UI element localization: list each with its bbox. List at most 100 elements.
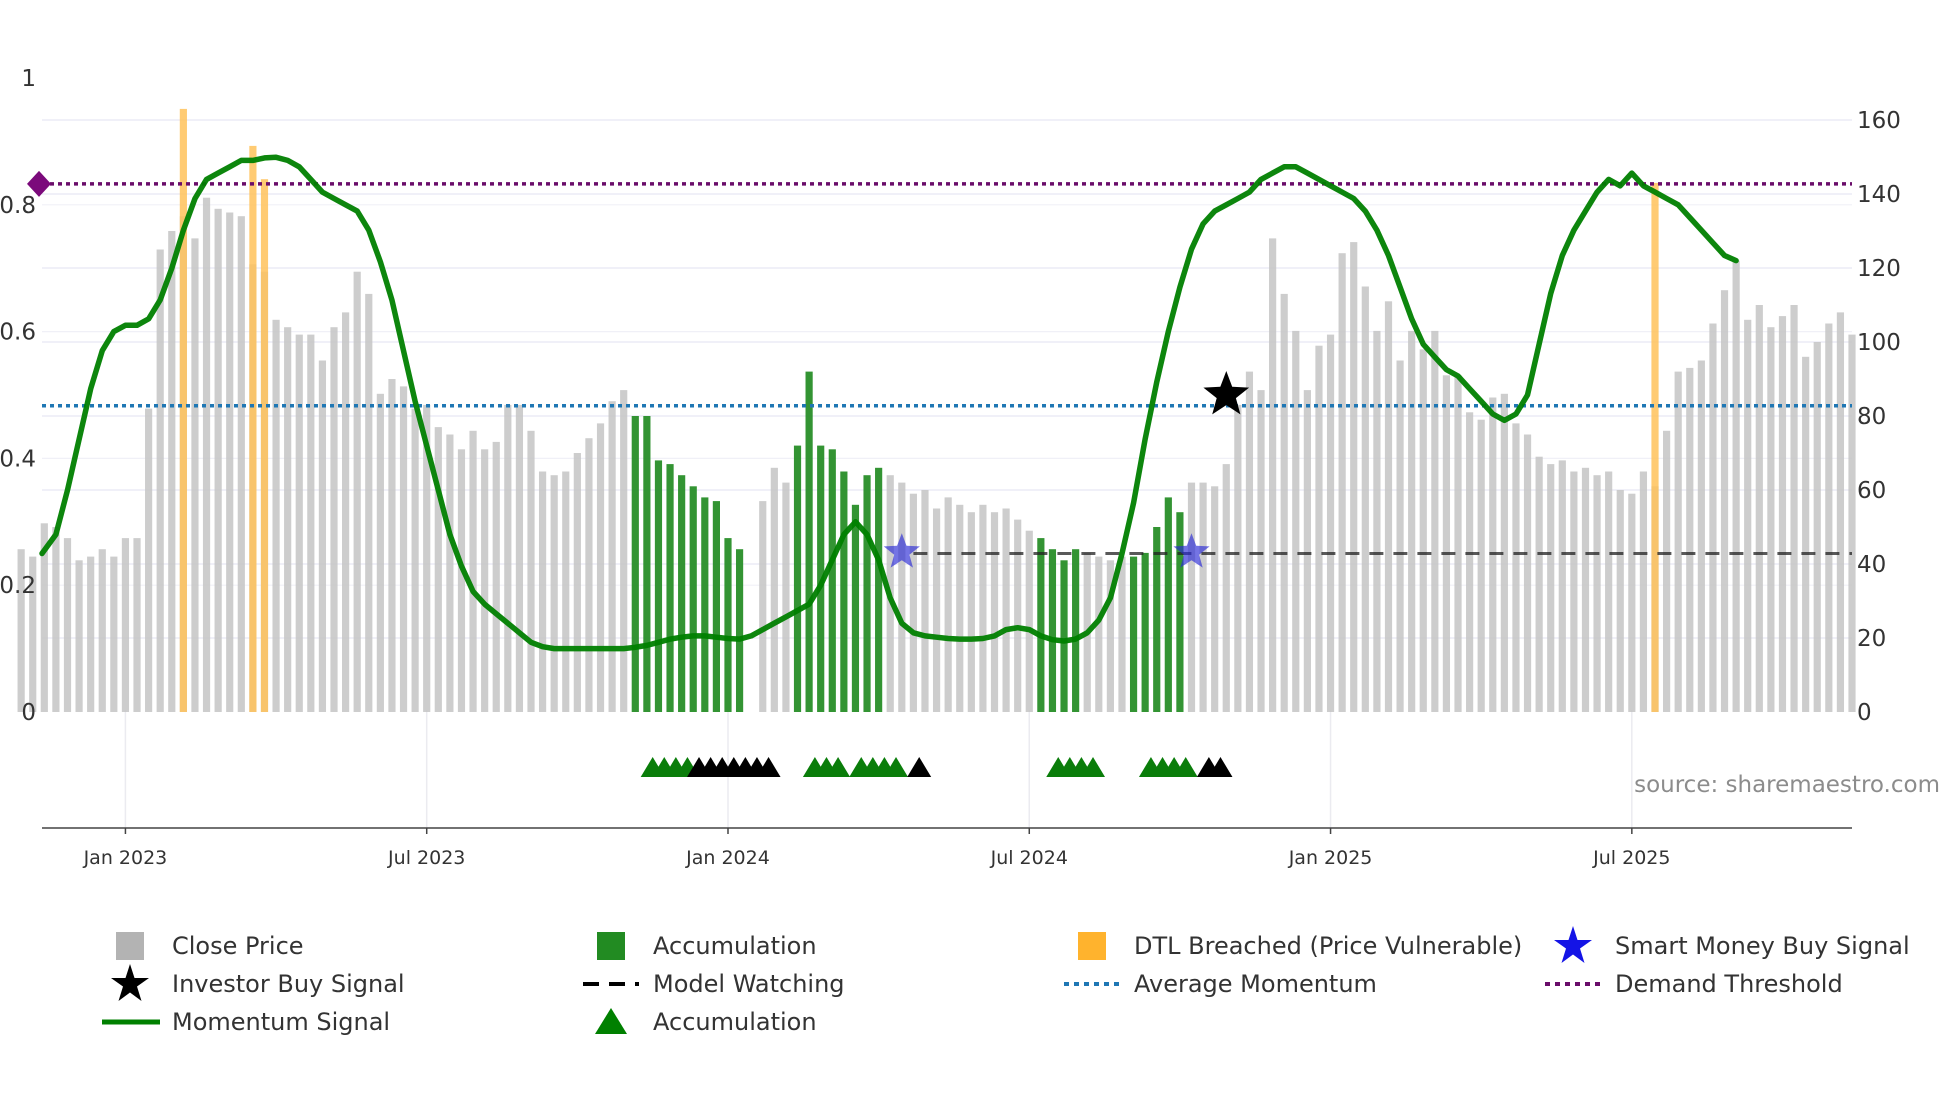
accumulation-bar — [851, 504, 860, 712]
price-bar — [1431, 330, 1439, 712]
accumulation-bar — [828, 449, 836, 712]
price-bars — [17, 108, 1856, 713]
left-tick-label: 0.2 — [0, 573, 36, 599]
x-tick-label: Jul 2025 — [1592, 847, 1670, 869]
accumulation-bar — [735, 549, 744, 712]
price-bar — [272, 319, 280, 712]
price-bar — [318, 360, 327, 712]
price-bar — [967, 512, 975, 712]
price-bar — [1373, 330, 1381, 712]
price-bar — [1558, 460, 1566, 712]
price-bar — [87, 556, 95, 712]
price-bar — [156, 249, 164, 712]
price-bar — [1106, 560, 1114, 712]
price-bar — [1303, 390, 1311, 712]
price-bar — [979, 504, 987, 712]
signal-markers — [640, 371, 1250, 777]
price-bar — [1257, 390, 1265, 712]
price-bar — [1697, 360, 1705, 712]
price-bar — [1315, 345, 1323, 712]
left-tick-label: 0 — [21, 700, 36, 726]
price-bar — [63, 538, 72, 712]
price-bar — [1581, 467, 1590, 712]
accumulation-marker-triangle — [826, 757, 851, 777]
price-bar — [1025, 530, 1033, 712]
price-bar — [1709, 323, 1717, 712]
price-bar — [1014, 519, 1022, 712]
price-bar — [1512, 423, 1520, 712]
price-bar — [1616, 490, 1624, 712]
right-tick-label: 80 — [1857, 404, 1886, 430]
smart-money-buy-star — [1173, 533, 1210, 568]
dtl-breached-bar — [1651, 182, 1659, 712]
price-bar — [1802, 356, 1810, 712]
price-bar — [898, 482, 906, 712]
price-bar — [921, 490, 929, 712]
price-bar — [1790, 305, 1798, 712]
price-bar — [1118, 556, 1126, 712]
accumulation-bar — [678, 475, 686, 712]
price-bar — [573, 453, 581, 712]
left-tick-label: 0.6 — [0, 320, 36, 346]
price-bar — [214, 208, 222, 713]
price-bar — [237, 216, 245, 712]
price-bar — [1836, 312, 1845, 712]
price-bar — [1477, 419, 1485, 712]
price-bar — [1848, 334, 1856, 712]
price-bar — [782, 482, 790, 712]
accumulation-bar — [1072, 549, 1080, 712]
price-bar — [944, 497, 952, 712]
accumulation-bar — [631, 416, 639, 712]
price-bar — [1755, 305, 1763, 712]
price-bar — [1095, 556, 1103, 712]
price-bar — [1500, 393, 1508, 712]
price-bar — [1442, 375, 1451, 712]
accumulation-bar — [643, 416, 651, 712]
price-bar — [353, 271, 361, 712]
price-bar — [434, 427, 442, 712]
price-bar — [1523, 434, 1532, 712]
right-tick-label: 140 — [1857, 182, 1901, 208]
price-bar — [1222, 464, 1230, 712]
price-bar — [1593, 475, 1601, 712]
right-tick-label: 40 — [1857, 552, 1886, 578]
price-bar — [98, 549, 106, 712]
accumulation-marker-triangle — [1173, 757, 1198, 777]
price-bar — [1187, 482, 1196, 712]
price-bar — [1280, 293, 1288, 712]
price-bar — [1674, 371, 1682, 712]
accumulation-bar — [875, 467, 883, 712]
price-bar — [191, 238, 199, 712]
price-bar — [1419, 349, 1427, 712]
accumulation-marker-triangle — [1081, 757, 1106, 777]
accumulation-bar — [712, 501, 720, 712]
price-bar — [527, 430, 535, 712]
price-bar — [481, 449, 489, 712]
accumulation-bar — [805, 371, 813, 712]
price-bar — [596, 423, 605, 712]
price-bar — [1292, 330, 1300, 712]
price-bar — [110, 556, 118, 712]
price-bar — [202, 197, 211, 712]
accumulation-bar — [1037, 538, 1045, 712]
smart-money-buy-star — [883, 533, 920, 568]
price-bar — [1338, 253, 1346, 712]
x-tick-label: Jan 2024 — [685, 847, 770, 869]
accumulation-bar — [1141, 552, 1149, 712]
price-bar — [759, 501, 767, 712]
x-tick-label: Jul 2023 — [387, 847, 465, 869]
price-bar — [1002, 508, 1010, 712]
price-bar — [1466, 412, 1474, 712]
price-bar — [1350, 242, 1358, 712]
price-bar — [307, 334, 315, 712]
price-bar — [1454, 375, 1462, 712]
price-bar — [1732, 260, 1740, 712]
momentum-lines — [27, 154, 1852, 652]
price-bar — [1639, 471, 1648, 712]
price-bar — [1686, 367, 1694, 712]
dtl-breached-bar — [249, 145, 257, 712]
price-bar — [399, 386, 408, 712]
right-tick-label: 120 — [1857, 256, 1901, 282]
accumulation-bar — [654, 460, 663, 712]
price-bar — [1396, 360, 1404, 712]
